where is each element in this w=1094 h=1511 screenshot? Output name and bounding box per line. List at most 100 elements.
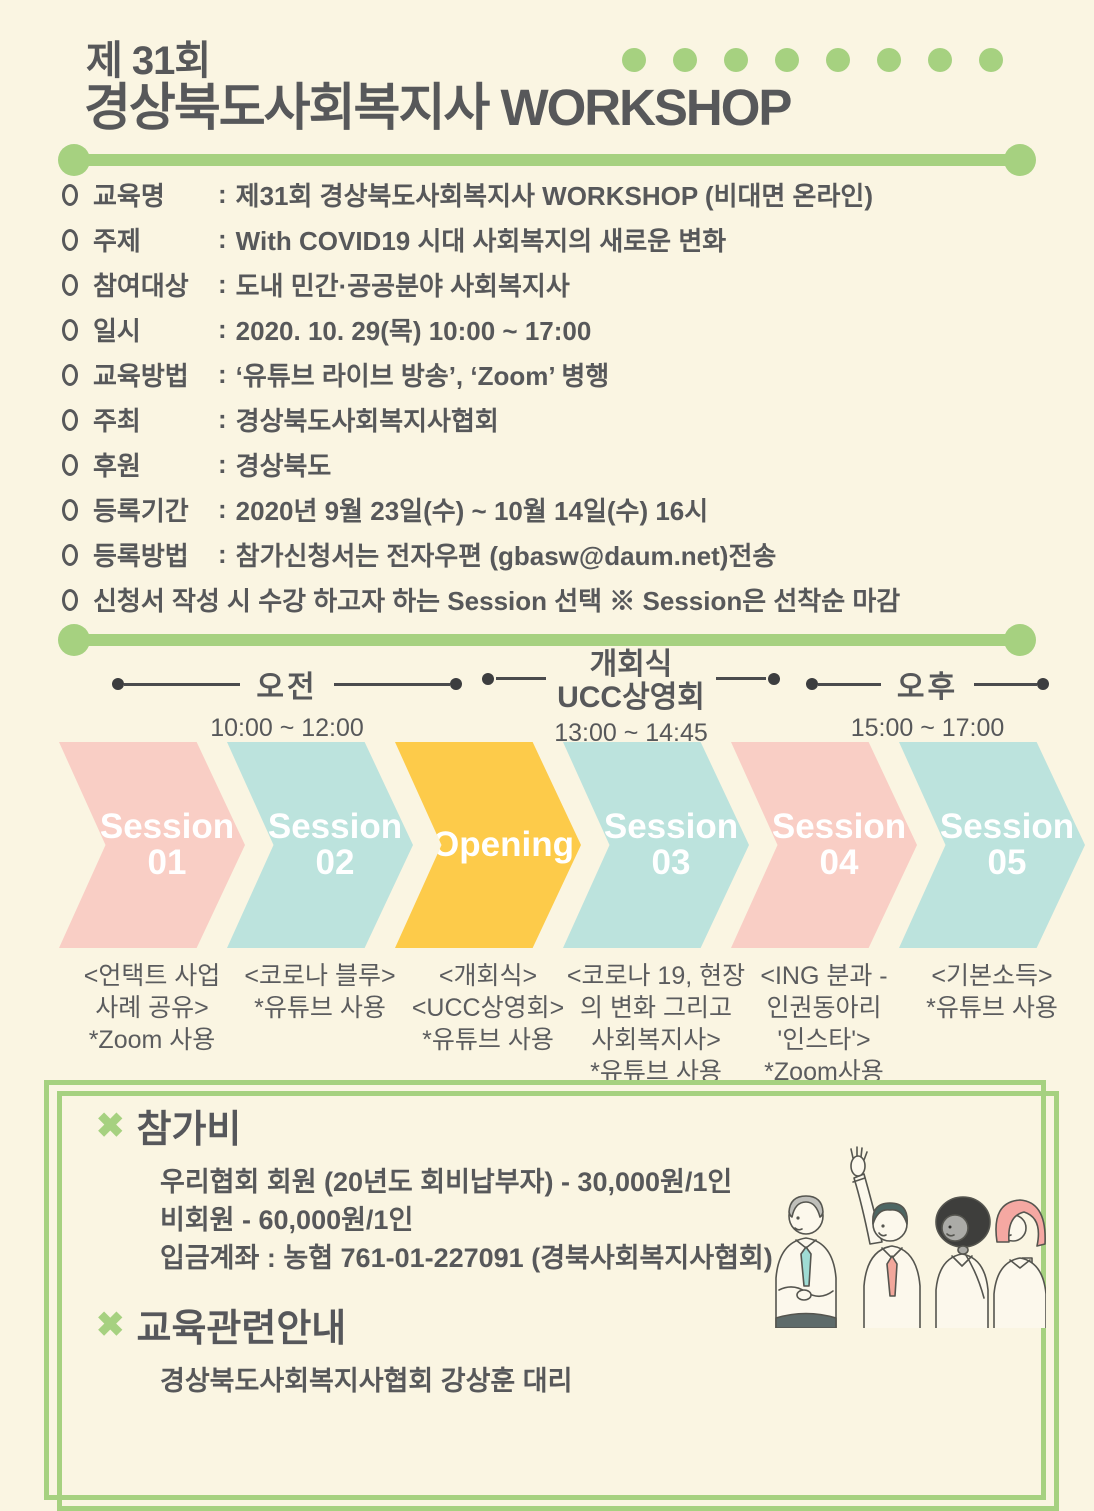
info-value: 제31회 경상북도사회복지사 WORKSHOP (비대면 온라인) bbox=[235, 181, 873, 211]
audience-illustration bbox=[775, 1146, 1046, 1328]
x-mark-icon: ✖ bbox=[96, 1305, 125, 1344]
circle-bullet-icon bbox=[62, 588, 78, 611]
session-04-chevron: Session 04 bbox=[731, 742, 917, 948]
info-separator: : bbox=[218, 359, 227, 389]
desc-line: *유튜브 사용 bbox=[926, 994, 1058, 1022]
circle-bullet-icon bbox=[62, 318, 78, 341]
fee-line-account: 입금계좌 : 농협 761-01-227091 (경북사회복지사협회) bbox=[160, 1243, 773, 1273]
session-number: 03 bbox=[651, 843, 691, 882]
circle-bullet-icon bbox=[62, 363, 78, 386]
timeline-opening-text: 개회식 UCC상영회 13:00 ~ 14:45 bbox=[542, 648, 720, 748]
info-separator: : bbox=[218, 494, 227, 524]
event-info-list: 교육명 : 제31회 경상북도사회복지사 WORKSHOP (비대면 온라인) … bbox=[62, 172, 1052, 622]
timeline-line: 오후 bbox=[806, 662, 1050, 706]
timeline-afternoon: 오후 15:00 ~ 17:00 bbox=[806, 662, 1050, 743]
green-dot-icon bbox=[673, 48, 697, 72]
info-row-date: 일시 : 2020. 10. 29(목) 10:00 ~ 17:00 bbox=[62, 307, 1052, 352]
divider-end-dot bbox=[1004, 144, 1036, 176]
contact-section-heading: ✖ 교육관련안내 bbox=[96, 1297, 776, 1352]
desc-line: <UCC상영회> bbox=[411, 994, 565, 1022]
circle-bullet-icon bbox=[62, 498, 78, 521]
section-title: 교육관련안내 bbox=[136, 1308, 347, 1350]
circle-bullet-icon bbox=[62, 453, 78, 476]
info-row-education-name: 교육명 : 제31회 경상북도사회복지사 WORKSHOP (비대면 온라인) bbox=[62, 172, 1052, 217]
desc-line: *Zoom 사용 bbox=[88, 1026, 216, 1054]
session-label: Session bbox=[99, 806, 235, 846]
timeline-title2: UCC상영회 bbox=[557, 681, 705, 714]
info-row-participants: 참여대상 : 도내 민간·공공분야 사회복지사 bbox=[62, 262, 1052, 307]
timeline-dot-icon bbox=[1037, 678, 1050, 690]
info-separator: : bbox=[218, 179, 227, 209]
green-dot-icon bbox=[724, 48, 748, 72]
circle-bullet-icon bbox=[62, 543, 78, 566]
info-label: 등록방법 bbox=[93, 541, 189, 571]
info-separator: : bbox=[218, 314, 227, 344]
timeline-dot-icon bbox=[768, 673, 780, 685]
info-label: 주제 bbox=[93, 226, 141, 256]
timeline-title: 오후 bbox=[896, 671, 959, 704]
green-divider-middle bbox=[58, 624, 1036, 656]
desc-line: *유튜브 사용 bbox=[422, 1026, 554, 1054]
green-dot-icon bbox=[826, 48, 850, 72]
session-label: Session bbox=[267, 806, 403, 846]
session-03-chevron: Session 03 bbox=[563, 742, 749, 948]
info-row-topic: 주제 : With COVID19 시대 사회복지의 새로운 변화 bbox=[62, 217, 1052, 262]
info-label: 참여대상 bbox=[93, 271, 189, 301]
timeline-morning: 오전 10:00 ~ 12:00 bbox=[112, 662, 463, 743]
circle-bullet-icon bbox=[62, 228, 78, 251]
session-number: 01 bbox=[147, 843, 187, 882]
info-label: 교육명 bbox=[93, 181, 165, 211]
info-label: 교육방법 bbox=[93, 361, 189, 391]
timeline-dot-icon bbox=[112, 678, 124, 690]
session-02-description: <코로나 블루> *유튜브 사용 bbox=[227, 960, 413, 1024]
session-01-chevron: Session 01 bbox=[59, 742, 245, 948]
timeline-dot-icon bbox=[450, 678, 463, 690]
timeline-connector bbox=[818, 682, 881, 686]
green-dot-icon bbox=[775, 48, 799, 72]
divider-bar bbox=[70, 634, 1024, 646]
info-value: ‘유튜브 라이브 방송’, ‘Zoom’ 병행 bbox=[235, 361, 610, 391]
contact-line: 경상북도사회복지사협회 강상훈 대리 bbox=[160, 1366, 573, 1396]
session-label: Opening bbox=[432, 824, 574, 864]
desc-line: <개회식> bbox=[438, 962, 538, 990]
green-dot-icon bbox=[979, 48, 1003, 72]
session-01-description: <언택트 사업 사례 공유> *Zoom 사용 bbox=[59, 960, 245, 1056]
info-row-sponsor: 후원 : 경상북도 bbox=[62, 442, 1052, 487]
session-03-description: <코로나 19, 현장 의 변화 그리고 사회복지사> *유튜브 사용 bbox=[563, 960, 749, 1088]
session-05-description: <기본소득> *유튜브 사용 bbox=[899, 960, 1085, 1024]
person-raising-hand bbox=[850, 1146, 921, 1328]
info-value: 2020년 9월 23일(수) ~ 10월 14일(수) 16시 bbox=[235, 496, 709, 526]
timeline-title: 오전 bbox=[256, 671, 318, 704]
circle-bullet-icon bbox=[62, 408, 78, 431]
circle-bullet-icon bbox=[62, 183, 78, 206]
info-label: 후원 bbox=[93, 451, 141, 481]
info-value: 도내 민간·공공분야 사회복지사 bbox=[235, 271, 570, 301]
session-04-description: <ING 분과 - 인권동아리 '인스타'> *Zoom사용 bbox=[731, 960, 917, 1088]
info-value: 신청서 작성 시 수강 하고자 하는 Session 선택 ※ Session은… bbox=[93, 586, 901, 616]
opening-description: <개회식> <UCC상영회> *유튜브 사용 bbox=[395, 960, 581, 1056]
session-number: 05 bbox=[987, 843, 1027, 882]
info-value: 2020. 10. 29(목) 10:00 ~ 17:00 bbox=[235, 316, 592, 346]
person-gray-hair bbox=[775, 1195, 837, 1328]
timeline-connector bbox=[496, 677, 546, 680]
poster-title: 경상북도사회복지사 WORKSHOP bbox=[84, 79, 792, 136]
desc-line: <코로나 19, 현장 bbox=[566, 962, 746, 990]
session-05-chevron: Session 05 bbox=[899, 742, 1085, 948]
info-row-registration-period: 등록기간 : 2020년 9월 23일(수) ~ 10월 14일(수) 16시 bbox=[62, 487, 1052, 532]
fee-section-heading: ✖ 참가비 bbox=[96, 1098, 776, 1153]
spacer bbox=[96, 1277, 776, 1297]
green-dot-icon bbox=[622, 48, 646, 72]
poster-subtitle-round: 제 31회 bbox=[86, 39, 211, 83]
person-pink-hair bbox=[993, 1199, 1046, 1328]
workshop-poster: { "colors": { "background": "#FAF5E2", "… bbox=[44, 39, 1085, 1511]
timeline-title: 개회식 bbox=[589, 648, 673, 681]
divider-end-dot bbox=[1004, 624, 1036, 656]
circle-bullet-icon bbox=[62, 273, 78, 296]
x-mark-icon: ✖ bbox=[96, 1106, 125, 1145]
timeline-time: 15:00 ~ 17:00 bbox=[850, 714, 1005, 742]
timeline-connector bbox=[974, 682, 1038, 686]
info-row-session-select-note: 신청서 작성 시 수강 하고자 하는 Session 선택 ※ Session은… bbox=[62, 577, 1052, 622]
info-label: 등록기간 bbox=[93, 496, 189, 526]
green-divider-top bbox=[58, 144, 1036, 176]
fee-line-member: 우리협회 회원 (20년도 회비납부자) - 30,000원/1인 bbox=[160, 1167, 733, 1197]
